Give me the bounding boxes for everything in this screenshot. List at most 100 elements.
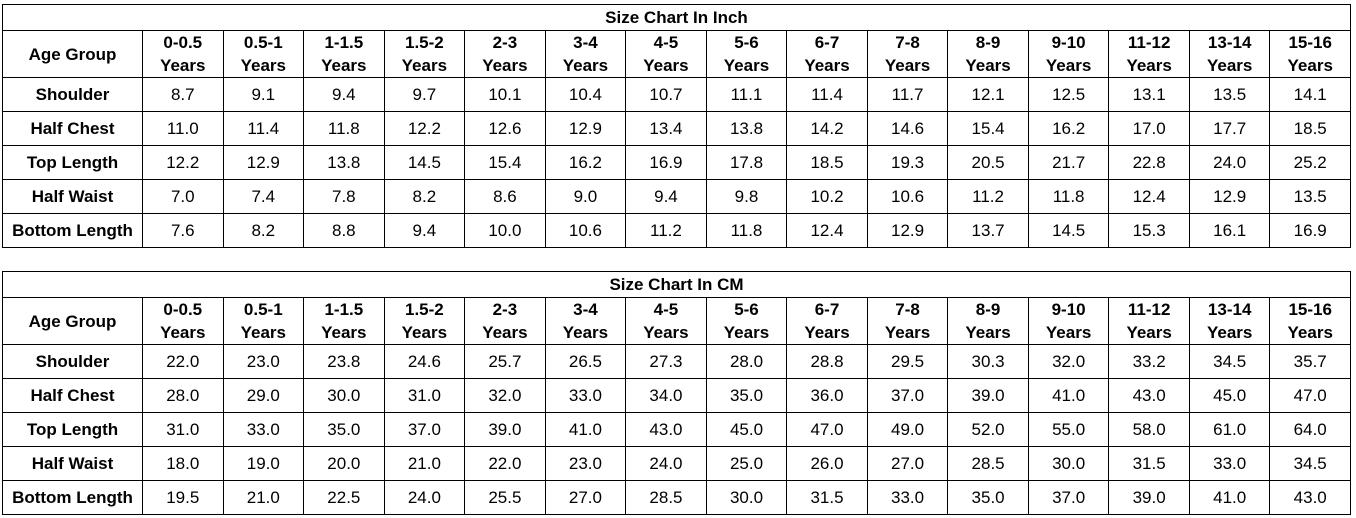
age-unit-label: Years (1206, 56, 1253, 75)
age-column-header: 2-3 Years (464, 30, 546, 78)
measurement-value: 33.0 (544, 378, 627, 413)
measurement-value: 55.0 (1027, 412, 1110, 447)
measurement-value: 14.5 (1027, 213, 1110, 248)
measurement-value: 10.4 (544, 77, 627, 112)
age-column-header: 6-7 Years (786, 30, 868, 78)
measurement-value: 16.2 (1027, 111, 1110, 146)
age-unit-label: Years (562, 323, 609, 342)
measurement-value: 22.0 (464, 446, 546, 481)
measurement-value: 8.2 (222, 213, 305, 248)
measurement-value: 10.2 (786, 179, 868, 214)
measurement-value: 21.0 (222, 480, 305, 515)
measurement-value: 13.4 (625, 111, 707, 146)
measurement-value: 13.7 (947, 213, 1029, 248)
age-range-label: 9-10 (1051, 33, 1086, 52)
measurement-value: 17.0 (1108, 111, 1190, 146)
measurement-value: 30.0 (1027, 446, 1110, 481)
age-unit-label: Years (1045, 56, 1092, 75)
age-column-header: 5-6 Years (705, 297, 788, 345)
age-range-label: 3-4 (573, 33, 598, 52)
measurement-value: 64.0 (1269, 412, 1351, 447)
table-row: Half Chest 28.0 29.0 30.0 31.0 32.0 33.0 34.0 35… (2, 378, 1351, 413)
age-range-label: 5-6 (734, 300, 759, 319)
measurement-value: 35.0 (303, 412, 385, 447)
age-column-header: 0.5-1 Years (222, 30, 305, 78)
age-unit-label: Years (160, 323, 206, 342)
measurement-value: 16.2 (544, 145, 627, 180)
measurement-value: 35.0 (705, 378, 788, 413)
measurement-value: 9.7 (383, 77, 466, 112)
age-range-label: 5-6 (734, 33, 759, 52)
measurement-value: 25.7 (464, 344, 546, 379)
measurement-value: 30.0 (303, 378, 385, 413)
measurement-value: 26.0 (786, 446, 868, 481)
measurement-value: 10.0 (464, 213, 546, 248)
measurement-label: Top Length (2, 412, 143, 447)
measurement-value: 12.2 (383, 111, 466, 146)
age-range-label: 2-3 (492, 33, 518, 52)
measurement-value: 13.1 (1108, 77, 1190, 112)
age-range-label: 4-5 (653, 33, 679, 52)
age-column-header: 8-9 Years (947, 297, 1029, 345)
age-unit-label: Years (321, 56, 367, 75)
measurement-value: 7.8 (303, 179, 385, 214)
measurement-value: 14.1 (1269, 77, 1351, 112)
measurement-value: 31.0 (383, 378, 466, 413)
measurement-value: 45.0 (1188, 378, 1271, 413)
measurement-value: 24.0 (383, 480, 466, 515)
table-row: Half Chest 11.0 11.4 11.8 12.2 12.6 12.9 13.4 13… (2, 111, 1351, 146)
age-column-header: 13-14 Years (1188, 30, 1271, 78)
measurement-value: 41.0 (1027, 378, 1110, 413)
measurement-value: 12.6 (464, 111, 546, 146)
age-column-header: 0-0.5 Years (142, 297, 224, 345)
measurement-value: 31.5 (786, 480, 868, 515)
measurement-value: 8.8 (303, 213, 385, 248)
measurement-value: 9.4 (303, 77, 385, 112)
measurement-value: 61.0 (1188, 412, 1271, 447)
age-column-header: 6-7 Years (786, 297, 868, 345)
age-range-label: 6-7 (814, 300, 840, 319)
age-range-label: 13-14 (1207, 300, 1252, 319)
measurement-value: 19.3 (866, 145, 949, 180)
measurement-label: Bottom Length (2, 213, 143, 248)
age-unit-label: Years (160, 56, 206, 75)
age-unit-label: Years (804, 323, 850, 342)
age-unit-label: Years (1126, 323, 1172, 342)
age-unit-label: Years (482, 323, 528, 342)
measurement-value: 33.2 (1108, 344, 1190, 379)
age-column-header: 9-10 Years (1027, 30, 1110, 78)
age-range-label: 0-0.5 (163, 300, 203, 319)
measurement-value: 7.0 (142, 179, 224, 214)
age-unit-label: Years (965, 56, 1011, 75)
measurement-value: 16.9 (1269, 213, 1351, 248)
measurement-value: 31.5 (1108, 446, 1190, 481)
measurement-value: 28.0 (705, 344, 788, 379)
age-unit-label: Years (643, 56, 689, 75)
age-range-label: 11-12 (1127, 33, 1171, 52)
age-column-header: 1-1.5 Years (303, 297, 385, 345)
measurement-value: 12.2 (142, 145, 224, 180)
table-row: Top Length 12.2 12.9 13.8 14.5 15.4 16.2 16.9 17… (2, 145, 1351, 180)
measurement-value: 8.7 (142, 77, 224, 112)
age-column-header: 7-8 Years (866, 297, 949, 345)
measurement-value: 33.0 (222, 412, 305, 447)
measurement-value: 8.6 (464, 179, 546, 214)
measurement-label: Half Waist (2, 179, 143, 214)
age-unit-label: Years (723, 323, 770, 342)
measurement-value: 34.0 (625, 378, 707, 413)
measurement-value: 12.9 (544, 111, 627, 146)
measurement-value: 39.0 (1108, 480, 1190, 515)
measurement-value: 43.0 (625, 412, 707, 447)
measurement-value: 11.8 (705, 213, 788, 248)
measurement-value: 11.7 (866, 77, 949, 112)
measurement-value: 9.4 (383, 213, 466, 248)
measurement-value: 28.0 (142, 378, 224, 413)
measurement-label: Half Chest (2, 111, 143, 146)
measurement-value: 28.5 (625, 480, 707, 515)
measurement-value: 9.0 (544, 179, 627, 214)
measurement-label: Shoulder (2, 77, 143, 112)
age-range-label: 8-9 (975, 300, 1001, 319)
measurement-value: 12.4 (1108, 179, 1190, 214)
measurement-value: 24.6 (383, 344, 466, 379)
measurement-value: 58.0 (1108, 412, 1190, 447)
